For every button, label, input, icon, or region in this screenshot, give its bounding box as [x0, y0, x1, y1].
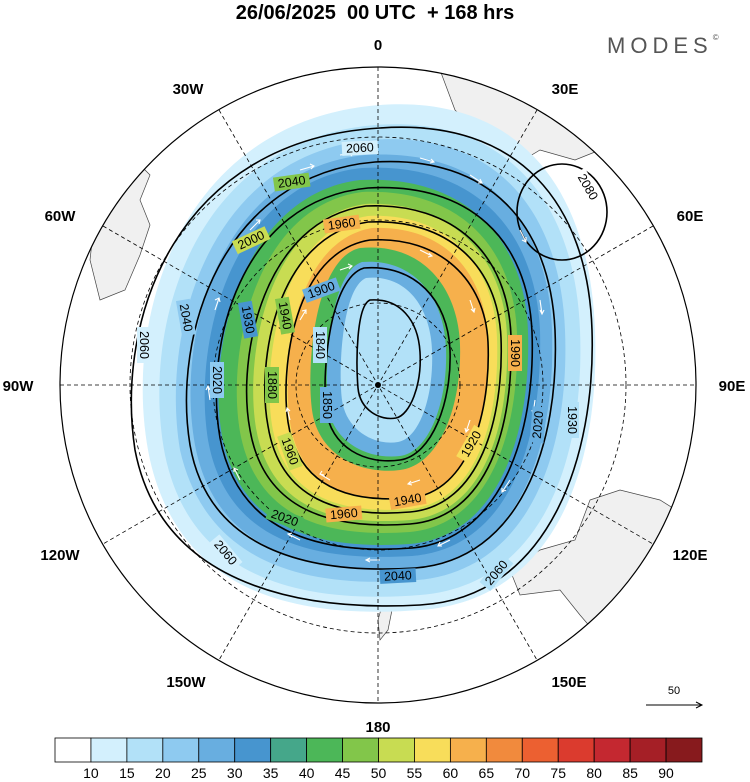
south-america-land: [89, 154, 151, 301]
colorbar-tick-label: 65: [479, 765, 495, 781]
south-pole-marker: [375, 382, 381, 388]
lon-label-60w: 60W: [45, 208, 77, 225]
colorbar-swatch: [593, 737, 631, 763]
lon-label-30w: 30W: [173, 81, 205, 98]
colorbar-swatch: [665, 737, 703, 763]
wind-reference: 50: [646, 685, 704, 709]
map-title: 26/06/2025 00 UTC + 168 hrs: [235, 2, 515, 24]
colorbar-swatch: [270, 737, 308, 763]
colorbar-tick-label: 60: [443, 765, 459, 781]
colorbar-tick-label: 35: [263, 765, 279, 781]
lon-label-90w: 90W: [3, 378, 35, 395]
colorbar-swatch: [90, 737, 128, 763]
contour-label-6: 1930: [239, 305, 258, 335]
lon-label-90e: 90E: [719, 378, 746, 395]
colorbar-tick-label: 15: [119, 765, 135, 781]
colorbar-tick-label: 75: [550, 765, 566, 781]
colorbar-tick-label: 55: [407, 765, 423, 781]
lon-label-60e: 60E: [677, 208, 704, 225]
contour-label-21: 2020: [530, 410, 546, 439]
colorbar-swatch: [557, 737, 595, 763]
longitude-labels: 0 30E 60E 90E 120E 150E 180 150W 120W 90…: [3, 37, 746, 736]
colorbar-tick-label: 20: [155, 765, 171, 781]
colorbar-tick-label: 40: [299, 765, 315, 781]
colorbar-tick-label: 80: [586, 765, 602, 781]
contour-label-19: 2060: [137, 331, 151, 359]
contour-label-1: 2040: [277, 173, 307, 191]
colorbar-swatch: [54, 737, 92, 763]
wind-speed-shading: [142, 104, 596, 612]
contour-label-13: 1940: [393, 491, 423, 510]
contour-label-14: 1960: [329, 506, 358, 522]
colorbar-tick-label: 50: [371, 765, 387, 781]
contour-label-22: 1990: [508, 339, 522, 367]
colorbar-tick-label: 45: [335, 765, 351, 781]
colorbar-tick-label: 70: [514, 765, 530, 781]
colorbar-tick-label: 90: [658, 765, 674, 781]
colorbar-swatch: [198, 737, 236, 763]
contour-label-9: 1850: [320, 391, 334, 419]
contour-label-8: 1880: [265, 371, 279, 399]
contour-label-0: 2060: [346, 140, 375, 155]
contour-label-3: 1960: [327, 215, 357, 233]
contour-label-10: 2020: [210, 366, 224, 394]
lon-label-120e: 120E: [672, 547, 707, 564]
colorbar-tick-label: 10: [83, 765, 99, 781]
colorbar-swatch: [449, 737, 487, 763]
colorbar-tick-label: 30: [227, 765, 243, 781]
contour-label-5: 1940: [276, 301, 295, 331]
lon-label-30e: 30E: [552, 81, 579, 98]
colorbar-tick-label: 85: [622, 765, 638, 781]
lon-label-120w: 120W: [40, 547, 80, 564]
colorbar-swatch: [342, 737, 379, 763]
contour-2080: [516, 163, 608, 261]
colorbar-tick-label: 25: [191, 765, 207, 781]
brand-text: MODES: [607, 33, 713, 58]
contour-labels: 2060 2040 2000 1960 1900 1940 1930 1840 …: [137, 140, 603, 592]
colorbar-swatch: [234, 737, 272, 763]
contour-label-20: 2040: [177, 303, 196, 333]
lon-label-150e: 150E: [551, 674, 586, 691]
colorbar: 10 15 20 25 30 35 40 45 50 55 60 65 70 75 80 85 90: [54, 737, 703, 781]
map-disk: 2060 2040 2000 1960 1900 1940 1930 1840 …: [60, 67, 696, 703]
wind-reference-label: 50: [668, 685, 680, 697]
colorbar-swatch: [485, 737, 523, 763]
colorbar-swatch: [414, 737, 451, 763]
copyright-mark: ©: [712, 33, 719, 42]
contour-label-16: 2040: [384, 568, 413, 583]
colorbar-swatch: [378, 737, 415, 763]
brand-logo: MODES©: [607, 33, 719, 59]
map-boundary: [59, 66, 697, 704]
colorbar-swatch: [629, 737, 667, 763]
lon-label-0: 0: [374, 37, 382, 54]
colorbar-swatch: [306, 737, 343, 763]
colorbar-swatch: [126, 737, 164, 763]
colorbar-swatch: [521, 737, 559, 763]
contour-label-7: 1840: [313, 331, 327, 359]
contour-label-23: 1930: [565, 406, 579, 434]
lon-label-150w: 150W: [166, 674, 206, 691]
lon-label-180: 180: [365, 719, 390, 736]
colorbar-swatch: [162, 737, 200, 763]
wind-reference-arrowhead: [695, 701, 704, 709]
